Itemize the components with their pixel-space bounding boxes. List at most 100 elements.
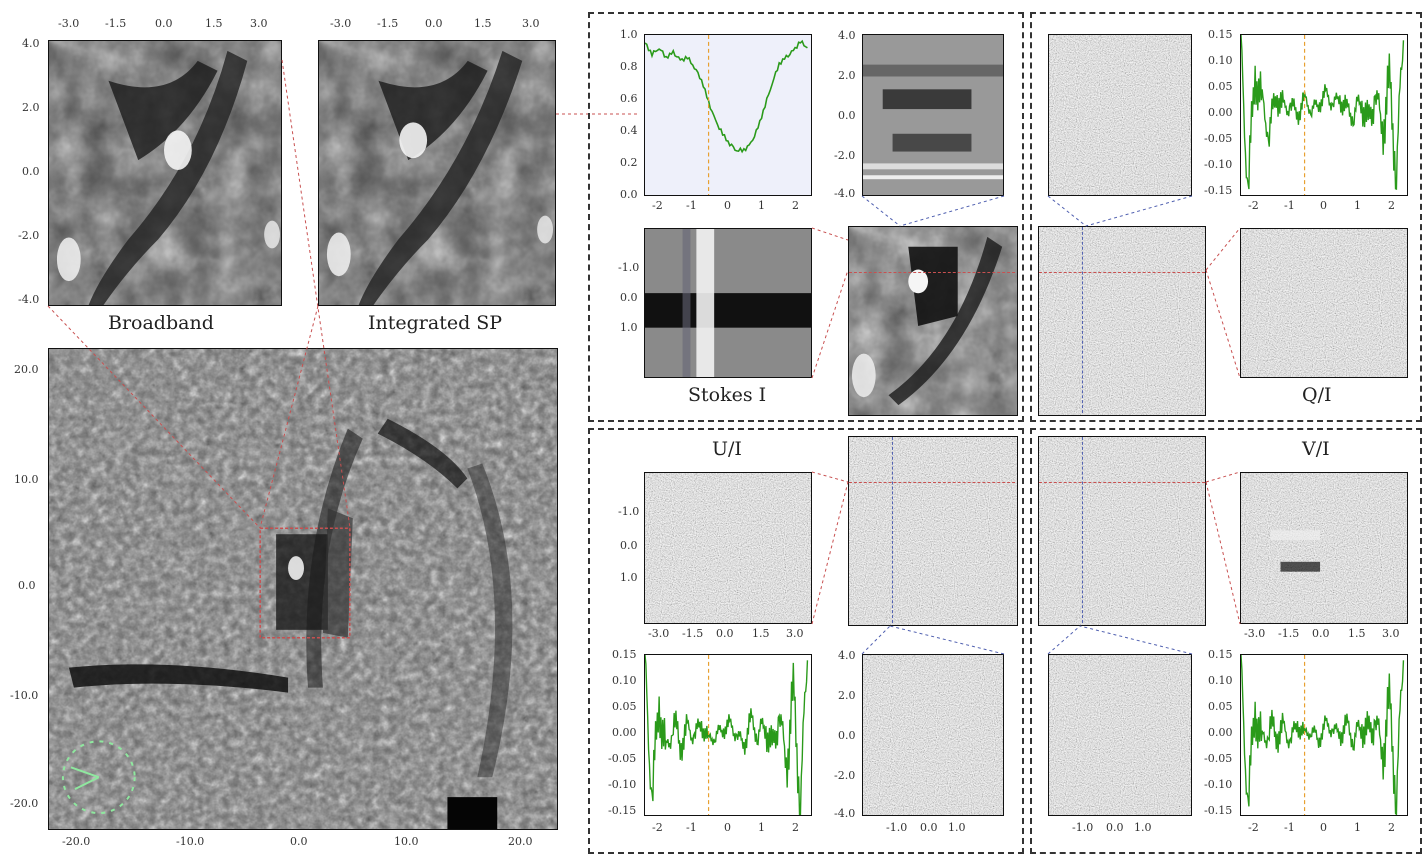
u-pol-y-tick: 0.05 [612, 700, 637, 713]
stokes-i-y-tick: 0.2 [620, 156, 638, 169]
u-small-y-tick: 0.0 [620, 539, 638, 552]
u-slit-x-tick: 1.0 [948, 821, 966, 834]
u-small-x-tick: 0.0 [716, 627, 734, 640]
main-x-tick: 0.0 [290, 835, 308, 848]
stokes-i-quadrant [588, 12, 1024, 422]
u-pol-y-tick: 0.00 [612, 726, 637, 739]
slit-y-tick: 2.0 [838, 69, 856, 82]
u-pol-y-tick: 0.10 [612, 674, 637, 687]
u-spec-x-tick: -2 [652, 821, 663, 834]
u-pol-y-tick: -0.15 [608, 804, 637, 817]
q-x-tick: -1 [1284, 199, 1295, 212]
u-small-x-tick: 1.5 [752, 627, 770, 640]
main-y-tick: 0.0 [18, 579, 36, 592]
main-y-tick: 10.0 [14, 473, 39, 486]
pol-y-tick: 0.10 [1208, 54, 1233, 67]
top-x-tick: -1.5 [105, 17, 127, 30]
main-field-of-view-image [48, 348, 558, 830]
small-y-tick: -1.0 [618, 261, 640, 274]
main-y-tick: -20.0 [10, 797, 39, 810]
u-small-y-tick: 1.0 [620, 571, 638, 584]
q-x-tick: -2 [1248, 199, 1259, 212]
stokes-i-y-tick: 0.4 [620, 124, 638, 137]
stokes-i-caption: Stokes I [688, 384, 767, 406]
stokes-u-zoom-image [848, 436, 1018, 626]
v-caption: V/I [1302, 438, 1330, 460]
v-slit-x-tick: 1.0 [1134, 821, 1152, 834]
stokes-q-zoom-image [1038, 226, 1206, 416]
stokes-i-slit-image [862, 34, 1004, 196]
slit-y-tick: 4.0 [838, 29, 856, 42]
u-small-x-tick: -1.5 [682, 627, 704, 640]
stokes-u-spectrum-plot [644, 654, 812, 816]
top-x-tick: -1.5 [377, 17, 399, 30]
broadband-caption: Broadband [108, 312, 214, 334]
stokes-q-line [1241, 35, 1405, 191]
v-pol-y-tick: -0.10 [1204, 778, 1233, 791]
u-pol-y-tick: -0.10 [608, 778, 637, 791]
v-slit-x-tick: -1.0 [1072, 821, 1094, 834]
pol-y-tick: 0.00 [1208, 106, 1233, 119]
stokes-v-spectral-image [1240, 472, 1408, 624]
u-caption: U/I [712, 438, 742, 460]
stokes-u-spectral-image [644, 472, 812, 624]
u-slit-x-tick: 0.0 [920, 821, 938, 834]
stokes-i-x-tick: 0 [724, 199, 731, 212]
u-spec-x-tick: 0 [724, 821, 731, 834]
main-y-tick: -10.0 [10, 689, 39, 702]
v-pol-y-tick: -0.15 [1204, 804, 1233, 817]
u-small-y-tick: -1.0 [618, 505, 640, 518]
compass-rose [61, 740, 136, 815]
top-y-tick: 2.0 [22, 101, 40, 114]
stokes-i-x-tick: -1 [686, 199, 697, 212]
stokes-u-line [645, 655, 809, 815]
stokes-q-quadrant [1030, 12, 1422, 422]
broadband-image [48, 40, 282, 306]
stokes-i-spectral-image [644, 228, 812, 378]
integrated-sp-image [318, 40, 556, 306]
stokes-q-slit-image [1048, 34, 1192, 196]
small-y-tick: 1.0 [620, 321, 638, 334]
stokes-i-y-tick: 0.6 [620, 92, 638, 105]
stokes-i-y-tick: 0.8 [620, 60, 638, 73]
main-x-tick: 20.0 [508, 835, 533, 848]
u-slit-y-tick: 4.0 [838, 649, 856, 662]
main-x-tick: 10.0 [394, 835, 419, 848]
stokes-v-line [1241, 655, 1405, 815]
top-x-tick: 0.0 [425, 17, 443, 30]
v-spec-x-tick: -1 [1284, 821, 1295, 834]
v-small-x-tick: 0.0 [1312, 627, 1330, 640]
u-spec-x-tick: 2 [792, 821, 799, 834]
stokes-v-spectrum-plot [1240, 654, 1408, 816]
main-x-tick: -20.0 [62, 835, 91, 848]
small-y-tick: 0.0 [620, 291, 638, 304]
pol-y-tick: 0.05 [1208, 80, 1233, 93]
v-small-x-tick: 3.0 [1382, 627, 1400, 640]
stokes-i-y-tick: 1.0 [620, 28, 638, 41]
stokes-v-quadrant [1030, 428, 1422, 854]
v-pol-y-tick: 0.10 [1208, 674, 1233, 687]
integrated-sp-caption: Integrated SP [368, 312, 503, 334]
u-pol-y-tick: -0.05 [608, 752, 637, 765]
u-slit-y-tick: -2.0 [834, 769, 856, 782]
slit-y-tick: -4.0 [834, 187, 856, 200]
top-x-tick: -3.0 [330, 17, 352, 30]
u-slit-y-tick: 2.0 [838, 689, 856, 702]
top-y-tick: 0.0 [22, 165, 40, 178]
pol-y-tick: -0.10 [1204, 158, 1233, 171]
u-pol-y-tick: 0.15 [612, 648, 637, 661]
top-y-tick: 4.0 [22, 37, 40, 50]
top-y-tick: -4.0 [18, 293, 40, 306]
u-small-x-tick: 3.0 [786, 627, 804, 640]
stokes-i-x-tick: 1 [758, 199, 765, 212]
pol-y-tick: -0.05 [1204, 132, 1233, 145]
stokes-i-line [645, 39, 808, 154]
q-x-tick: 2 [1388, 199, 1395, 212]
main-y-tick: 20.0 [14, 363, 39, 376]
u-slit-x-tick: -1.0 [886, 821, 908, 834]
top-y-tick: -2.0 [18, 229, 40, 242]
q-caption: Q/I [1302, 384, 1332, 406]
v-small-x-tick: -3.0 [1244, 627, 1266, 640]
q-x-tick: 0 [1320, 199, 1327, 212]
top-x-tick: 3.0 [250, 17, 268, 30]
